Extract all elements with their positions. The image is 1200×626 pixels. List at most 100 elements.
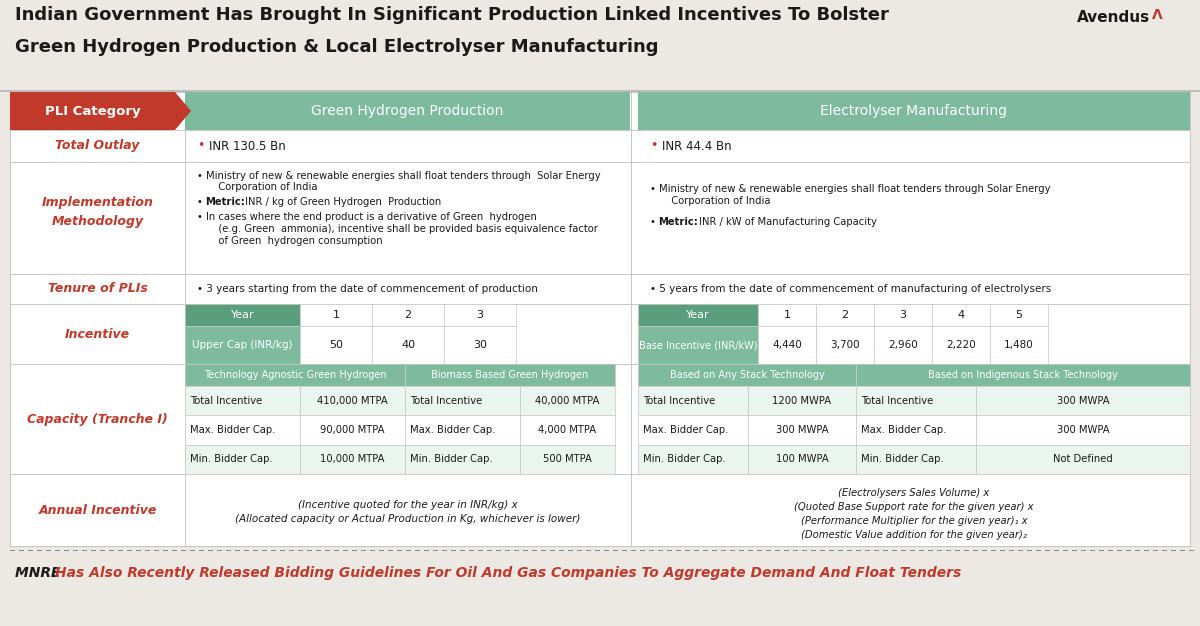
FancyBboxPatch shape — [127, 550, 132, 551]
Text: • 5 years from the date of commencement of manufacturing of electrolysers: • 5 years from the date of commencement … — [650, 284, 1051, 294]
FancyBboxPatch shape — [541, 550, 546, 551]
FancyBboxPatch shape — [649, 550, 654, 551]
FancyBboxPatch shape — [1153, 550, 1158, 551]
FancyBboxPatch shape — [235, 550, 240, 551]
FancyBboxPatch shape — [307, 550, 312, 551]
FancyBboxPatch shape — [775, 550, 780, 551]
FancyBboxPatch shape — [568, 550, 574, 551]
FancyBboxPatch shape — [559, 550, 564, 551]
FancyBboxPatch shape — [874, 326, 932, 364]
FancyBboxPatch shape — [982, 550, 986, 551]
FancyBboxPatch shape — [343, 550, 348, 551]
Text: 2,960: 2,960 — [888, 340, 918, 350]
Text: 300 MWPA: 300 MWPA — [1057, 425, 1109, 435]
FancyBboxPatch shape — [955, 550, 960, 551]
FancyBboxPatch shape — [1108, 550, 1114, 551]
Text: (Electrolysers Sales Volume) x: (Electrolysers Sales Volume) x — [839, 488, 990, 498]
Text: Total Incentive: Total Incentive — [862, 396, 934, 406]
FancyBboxPatch shape — [1171, 550, 1176, 551]
FancyBboxPatch shape — [658, 550, 662, 551]
Text: INR / kW of Manufacturing Capacity: INR / kW of Manufacturing Capacity — [696, 217, 877, 227]
FancyBboxPatch shape — [703, 550, 708, 551]
FancyBboxPatch shape — [28, 550, 34, 551]
FancyBboxPatch shape — [514, 550, 520, 551]
Text: Not Defined: Not Defined — [1054, 454, 1112, 464]
Text: 50: 50 — [329, 340, 343, 350]
FancyBboxPatch shape — [406, 386, 520, 415]
FancyBboxPatch shape — [185, 415, 300, 444]
FancyBboxPatch shape — [372, 326, 444, 364]
FancyBboxPatch shape — [1189, 550, 1194, 551]
FancyBboxPatch shape — [990, 304, 1048, 326]
FancyBboxPatch shape — [856, 364, 1190, 386]
Text: •: • — [197, 140, 204, 153]
FancyBboxPatch shape — [638, 364, 856, 386]
FancyBboxPatch shape — [638, 304, 758, 326]
FancyBboxPatch shape — [298, 550, 302, 551]
FancyBboxPatch shape — [433, 550, 438, 551]
Text: of Green  hydrogen consumption: of Green hydrogen consumption — [209, 236, 383, 246]
FancyBboxPatch shape — [154, 550, 158, 551]
Text: Annual Incentive: Annual Incentive — [38, 503, 157, 516]
FancyBboxPatch shape — [372, 304, 444, 326]
FancyBboxPatch shape — [932, 326, 990, 364]
FancyBboxPatch shape — [460, 550, 466, 551]
Text: 3,700: 3,700 — [830, 340, 860, 350]
FancyBboxPatch shape — [937, 550, 942, 551]
FancyBboxPatch shape — [1072, 550, 1078, 551]
FancyBboxPatch shape — [444, 304, 516, 326]
Text: • 3 years starting from the date of commencement of production: • 3 years starting from the date of comm… — [197, 284, 538, 294]
Text: Base Incentive (INR/kW): Base Incentive (INR/kW) — [638, 340, 757, 350]
FancyBboxPatch shape — [1081, 550, 1086, 551]
Text: 40,000 MTPA: 40,000 MTPA — [535, 396, 600, 406]
FancyBboxPatch shape — [406, 550, 410, 551]
FancyBboxPatch shape — [181, 550, 186, 551]
FancyBboxPatch shape — [712, 550, 718, 551]
FancyBboxPatch shape — [64, 550, 70, 551]
Text: Λ: Λ — [1152, 8, 1163, 22]
FancyBboxPatch shape — [631, 550, 636, 551]
FancyBboxPatch shape — [253, 550, 258, 551]
FancyBboxPatch shape — [638, 386, 748, 415]
FancyBboxPatch shape — [325, 550, 330, 551]
Text: Metric:: Metric: — [658, 217, 698, 227]
FancyBboxPatch shape — [172, 550, 178, 551]
FancyBboxPatch shape — [1054, 550, 1060, 551]
FancyBboxPatch shape — [874, 304, 932, 326]
FancyBboxPatch shape — [973, 550, 978, 551]
FancyBboxPatch shape — [757, 550, 762, 551]
FancyBboxPatch shape — [520, 444, 616, 474]
FancyBboxPatch shape — [145, 550, 150, 551]
FancyBboxPatch shape — [1090, 550, 1096, 551]
Text: 1,480: 1,480 — [1004, 340, 1034, 350]
FancyBboxPatch shape — [136, 550, 142, 551]
FancyBboxPatch shape — [784, 550, 790, 551]
FancyBboxPatch shape — [37, 550, 42, 551]
FancyBboxPatch shape — [300, 386, 406, 415]
FancyBboxPatch shape — [1018, 550, 1022, 551]
FancyBboxPatch shape — [946, 550, 952, 551]
FancyBboxPatch shape — [613, 550, 618, 551]
FancyBboxPatch shape — [424, 550, 430, 551]
FancyBboxPatch shape — [442, 550, 446, 551]
FancyBboxPatch shape — [990, 326, 1048, 364]
Text: Max. Bidder Cap.: Max. Bidder Cap. — [862, 425, 947, 435]
FancyBboxPatch shape — [487, 550, 492, 551]
FancyBboxPatch shape — [676, 550, 682, 551]
Text: 4,440: 4,440 — [772, 340, 802, 350]
FancyBboxPatch shape — [185, 326, 300, 364]
FancyBboxPatch shape — [820, 550, 826, 551]
Text: 2,220: 2,220 — [946, 340, 976, 350]
FancyBboxPatch shape — [352, 550, 358, 551]
FancyBboxPatch shape — [55, 550, 60, 551]
FancyBboxPatch shape — [976, 444, 1190, 474]
FancyBboxPatch shape — [334, 550, 340, 551]
FancyBboxPatch shape — [496, 550, 502, 551]
FancyBboxPatch shape — [199, 550, 204, 551]
FancyBboxPatch shape — [185, 444, 300, 474]
Text: 3: 3 — [476, 310, 484, 320]
Text: Year: Year — [686, 310, 710, 320]
FancyBboxPatch shape — [638, 326, 758, 364]
FancyBboxPatch shape — [100, 550, 106, 551]
Text: Green Hydrogen Production & Local Electrolyser Manufacturing: Green Hydrogen Production & Local Electr… — [14, 38, 659, 56]
